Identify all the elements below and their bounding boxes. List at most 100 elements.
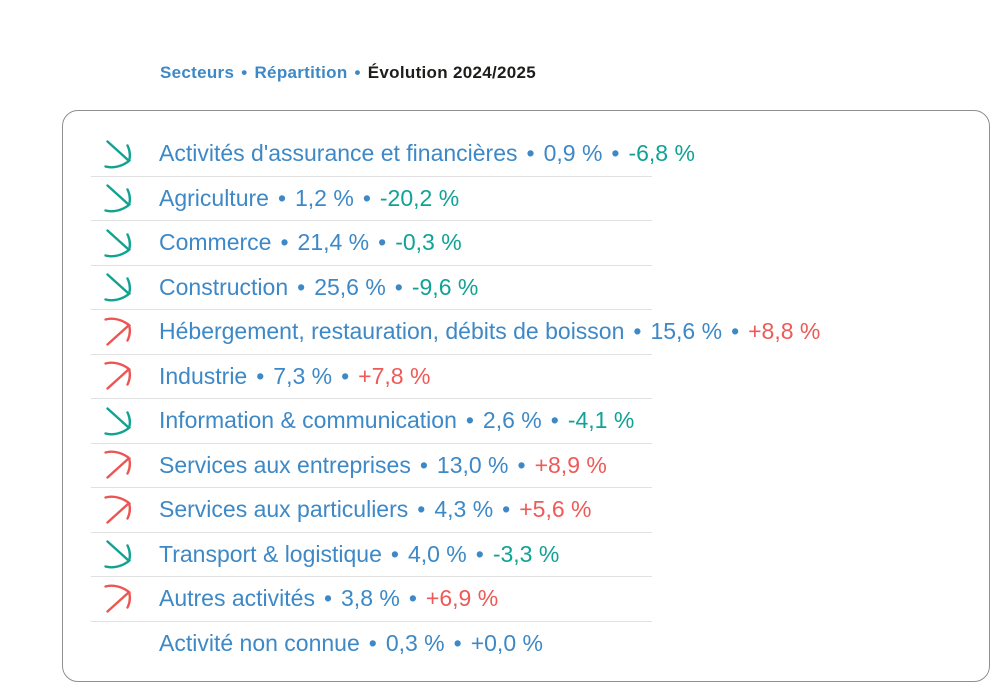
separator-dot: •: [502, 496, 511, 523]
evolution-value: -0,3 %: [395, 229, 462, 256]
sector-rows: Activités d'assurance et financières • 0…: [63, 132, 989, 665]
separator-dot: •: [390, 540, 399, 567]
sector-name: Construction: [159, 273, 289, 300]
share-value: 0,3 %: [385, 629, 445, 656]
row-divider: [91, 487, 652, 488]
separator-dot: •: [341, 362, 350, 389]
share-value: 21,4 %: [297, 229, 370, 256]
separator-dot: •: [611, 140, 620, 167]
row-divider: [91, 620, 652, 622]
trend-down-icon: [104, 228, 138, 258]
sector-name: Agriculture: [159, 184, 269, 211]
row-divider: [91, 264, 652, 266]
row-divider: [91, 220, 652, 221]
trend-down-icon: [104, 139, 138, 169]
share-value: 25,6 %: [314, 273, 386, 300]
sector-name: Hébergement, restauration, débits de boi…: [159, 318, 625, 345]
share-value: 0,9 %: [543, 140, 603, 167]
sector-name: Commerce: [159, 229, 272, 256]
row-divider: [91, 353, 652, 355]
view-toggle-bar: Secteurs • Répartition • Évolution 2024/2025: [160, 63, 536, 83]
separator-dot: •: [368, 629, 377, 656]
separator-dot: •: [394, 273, 403, 300]
view-current-evolution[interactable]: Évolution 2024/2025: [367, 63, 537, 82]
sector-name: Activité non connue: [159, 629, 360, 656]
share-value: 1,2 %: [295, 184, 354, 211]
separator-dot: •: [297, 273, 306, 300]
separator-dot: •: [362, 184, 371, 211]
separator-dot: •: [633, 318, 642, 345]
no-trend-icon: [104, 628, 138, 658]
sector-name: Services aux entreprises: [159, 451, 411, 478]
sector-row[interactable]: Autres activités • 3,8 % • +6,9 %: [63, 577, 989, 621]
separator-dot: •: [417, 496, 426, 523]
sector-row[interactable]: Transport & logistique • 4,0 % • -3,3 %: [63, 533, 989, 577]
evolution-value: +0,0 %: [470, 629, 543, 656]
row-divider: [91, 309, 652, 310]
evolution-value: +7,8 %: [358, 362, 431, 389]
sector-name: Autres activités: [159, 585, 315, 612]
evolution-value: +8,9 %: [534, 451, 607, 478]
sector-row[interactable]: Commerce • 21,4 % • -0,3 %: [63, 221, 989, 265]
trend-up-icon: [104, 317, 138, 347]
separator-dot: •: [277, 184, 286, 211]
separator-dot: •: [550, 407, 559, 434]
evolution-value: -3,3 %: [492, 540, 560, 567]
evolution-value: -4,1 %: [567, 407, 635, 434]
trend-up-icon: [104, 450, 138, 480]
separator-dot: •: [475, 540, 484, 567]
sector-row[interactable]: Activité non connue • 0,3 % • +0,0 %: [63, 622, 989, 666]
row-divider: [91, 398, 652, 399]
share-value: 4,3 %: [434, 496, 494, 523]
separator-dot: •: [526, 140, 535, 167]
sector-row[interactable]: Services aux entreprises • 13,0 % • +8,9…: [63, 444, 989, 488]
separator-dot: •: [465, 407, 474, 434]
sectors-panel: Activités d'assurance et financières • 0…: [62, 110, 990, 682]
separator-dot: •: [241, 63, 248, 82]
sector-name: Information & communication: [159, 407, 457, 434]
sector-name: Transport & logistique: [159, 540, 382, 567]
sector-row[interactable]: Services aux particuliers • 4,3 % • +5,6…: [63, 488, 989, 532]
trend-up-icon: [104, 584, 138, 614]
separator-dot: •: [354, 63, 361, 82]
separator-dot: •: [408, 585, 417, 612]
sector-name: Industrie: [159, 362, 248, 389]
row-divider: [91, 175, 652, 177]
separator-dot: •: [731, 318, 740, 345]
row-divider: [91, 531, 652, 533]
evolution-value: -20,2 %: [379, 184, 460, 211]
trend-down-icon: [104, 183, 138, 213]
trend-up-icon: [104, 495, 138, 525]
evolution-value: +8,8 %: [748, 318, 821, 345]
evolution-value: +5,6 %: [519, 496, 592, 523]
view-link-repartition[interactable]: Répartition: [254, 63, 348, 82]
trend-down-icon: [104, 272, 138, 302]
share-value: 4,0 %: [407, 540, 467, 567]
view-link-secteurs[interactable]: Secteurs: [160, 63, 235, 82]
evolution-value: +6,9 %: [425, 585, 499, 612]
separator-dot: •: [256, 362, 265, 389]
share-value: 7,3 %: [273, 362, 333, 389]
share-value: 2,6 %: [482, 407, 542, 434]
separator-dot: •: [323, 585, 333, 612]
separator-dot: •: [419, 451, 428, 478]
trend-down-icon: [104, 539, 138, 569]
separator-dot: •: [517, 451, 526, 478]
sector-row[interactable]: Construction • 25,6 % • -9,6 %: [63, 266, 989, 310]
sector-row[interactable]: Agriculture • 1,2 % • -20,2 %: [63, 177, 989, 221]
sector-row[interactable]: Information & communication • 2,6 % • -4…: [63, 399, 989, 443]
trend-down-icon: [104, 406, 138, 436]
sector-row[interactable]: Activités d'assurance et financières • 0…: [63, 132, 989, 176]
sector-name: Activités d'assurance et financières: [159, 140, 518, 167]
sector-row[interactable]: Industrie • 7,3 % • +7,8 %: [63, 355, 989, 399]
share-value: 3,8 %: [341, 585, 400, 612]
share-value: 15,6 %: [650, 318, 723, 345]
sector-row[interactable]: Hébergement, restauration, débits de boi…: [63, 310, 989, 354]
share-value: 13,0 %: [436, 451, 509, 478]
separator-dot: •: [378, 229, 387, 256]
separator-dot: •: [280, 229, 289, 256]
trend-up-icon: [104, 361, 138, 391]
row-divider: [91, 576, 652, 577]
separator-dot: •: [453, 629, 462, 656]
sector-name: Services aux particuliers: [159, 496, 409, 523]
